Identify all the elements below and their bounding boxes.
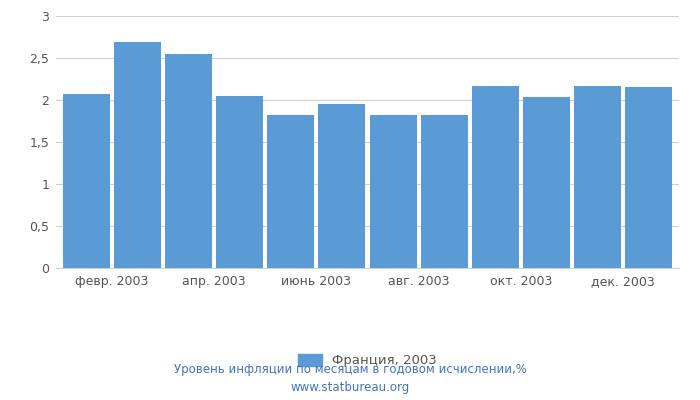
Text: Уровень инфляции по месяцам в годовом исчислении,%: Уровень инфляции по месяцам в годовом ис… — [174, 364, 526, 376]
Bar — [63, 94, 110, 268]
Bar — [165, 54, 212, 268]
Bar — [421, 115, 468, 268]
Bar — [574, 86, 621, 268]
Bar — [216, 96, 263, 268]
Bar — [370, 115, 416, 268]
Bar — [267, 115, 314, 268]
Bar — [523, 97, 570, 268]
Text: www.statbureau.org: www.statbureau.org — [290, 382, 410, 394]
Bar — [472, 86, 519, 268]
Bar — [625, 87, 672, 268]
Legend: Франция, 2003: Франция, 2003 — [298, 354, 437, 367]
Bar — [318, 104, 365, 268]
Bar — [114, 42, 161, 268]
